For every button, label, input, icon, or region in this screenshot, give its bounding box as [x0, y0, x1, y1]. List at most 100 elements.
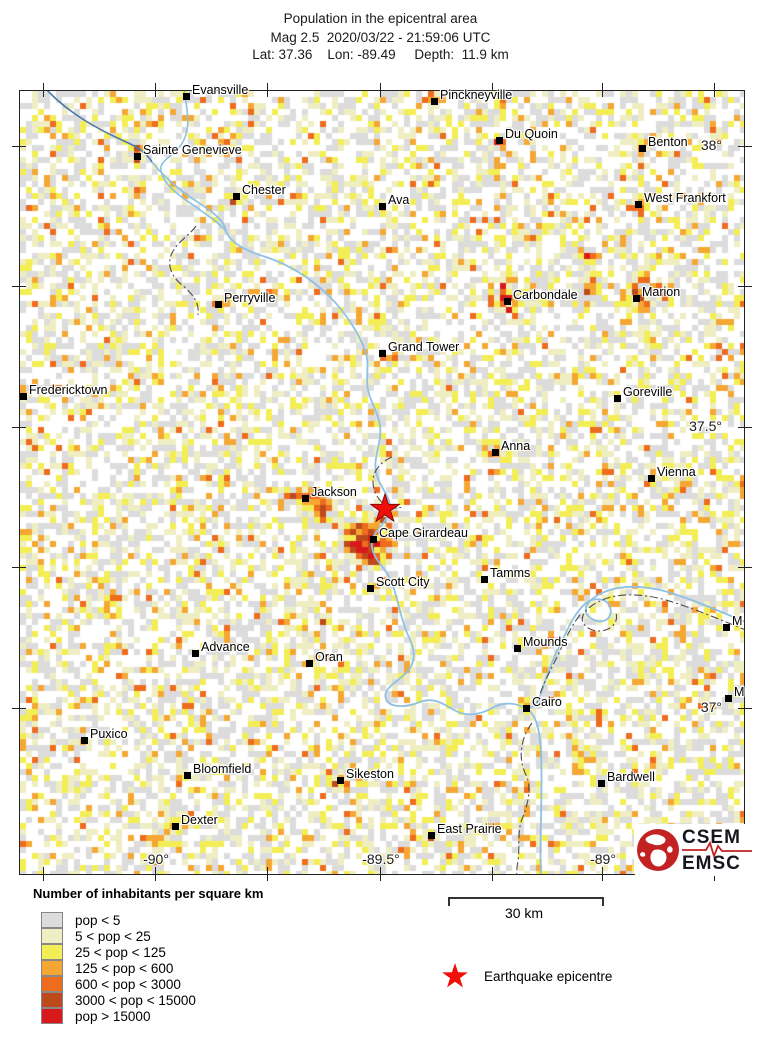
city-label: Bloomfield [193, 762, 252, 776]
city-marker [523, 705, 530, 712]
city-label: Scott City [376, 575, 430, 589]
legend-swatch [41, 912, 63, 928]
city-label: Goreville [623, 385, 673, 399]
legend-entry: pop < 5 [41, 912, 196, 928]
legend-entry: 5 < pop < 25 [41, 928, 196, 944]
legend-swatch [41, 944, 63, 960]
city-marker [598, 780, 605, 787]
legend-swatch [41, 1008, 63, 1024]
city-label: Vienna [657, 465, 696, 479]
ohio-river [526, 585, 744, 710]
axis-tick [738, 146, 752, 147]
city-label: Bardwell [607, 770, 655, 784]
city-marker [134, 153, 141, 160]
axis-tick [492, 83, 493, 97]
city-marker [20, 393, 27, 400]
city-marker [233, 193, 240, 200]
city-label: Cape Girardeau [379, 526, 468, 540]
city-label: Oran [315, 650, 343, 664]
city-label: Marion [642, 285, 681, 299]
logo-globe-icon [637, 829, 752, 871]
page-title: Population in the epicentral area [283, 11, 478, 26]
city-label: Mounds [523, 635, 568, 649]
axis-tick [738, 286, 752, 287]
city-label: Sainte Genevieve [143, 143, 242, 157]
longitude-label: -89.5° [362, 851, 400, 867]
city-marker [192, 650, 199, 657]
legend-label: 125 < pop < 600 [75, 960, 174, 976]
city-marker [492, 449, 499, 456]
epicenter-star-icon [369, 493, 401, 523]
latitude-label: 37.5° [689, 418, 722, 434]
city-marker [639, 145, 646, 152]
city-marker [306, 660, 313, 667]
rivers-layer [46, 91, 744, 874]
city-label: Benton [648, 135, 688, 149]
legend-label: pop < 5 [75, 912, 121, 928]
city-marker [723, 624, 730, 631]
axis-tick [12, 286, 26, 287]
city-label: East Prairie [437, 822, 502, 836]
axis-tick [602, 83, 603, 97]
legend-swatch [41, 960, 63, 976]
city-marker [379, 350, 386, 357]
city-label: West Frankfort [644, 191, 726, 205]
axis-tick [492, 867, 493, 881]
axis-tick [155, 867, 156, 881]
scale-bar [448, 897, 604, 906]
city-label: Tamms [490, 566, 531, 580]
logo-seismogram-icon [682, 840, 752, 859]
city-label: Pinckneyville [440, 88, 513, 102]
event-magnitude-line: Mag 2.5 2020/03/22 - 21:59:06 UTC [270, 30, 491, 45]
epicenter-legend-label: Earthquake epicentre [484, 969, 613, 984]
axis-tick [380, 83, 381, 97]
axis-tick [12, 567, 26, 568]
axis-tick [267, 867, 268, 881]
city-marker [215, 301, 222, 308]
city-marker [302, 495, 309, 502]
logo-csem-text: CSEM [682, 827, 741, 848]
city-label: Grand Tower [388, 340, 460, 354]
legend-label: 25 < pop < 125 [75, 944, 166, 960]
epicenter-legend: Earthquake epicentre [440, 962, 612, 991]
scale-bar-label: 30 km [504, 905, 544, 921]
city-label: Perryville [224, 291, 276, 305]
city-marker [337, 777, 344, 784]
axis-tick [738, 427, 752, 428]
legend-entry: 25 < pop < 125 [41, 944, 196, 960]
axis-tick [267, 83, 268, 97]
city-label: M [734, 685, 745, 699]
city-marker [725, 695, 732, 702]
city-marker [635, 201, 642, 208]
state-boundaries [169, 225, 744, 874]
city-marker [183, 93, 190, 100]
city-marker [514, 645, 521, 652]
city-label: Jackson [311, 485, 357, 499]
legend-swatch [41, 992, 63, 1008]
city-label: Dexter [181, 813, 218, 827]
city-marker [184, 772, 191, 779]
city-label: Advance [201, 640, 250, 654]
city-marker [648, 475, 655, 482]
population-heatmap [20, 91, 744, 874]
city-marker [431, 98, 438, 105]
city-label: Du Quoin [505, 127, 558, 141]
legend-entry: pop > 15000 [41, 1008, 196, 1024]
latitude-label: 38° [700, 137, 722, 153]
axis-tick [714, 83, 715, 97]
legend-entry: 600 < pop < 3000 [41, 976, 196, 992]
city-label: Anna [501, 439, 531, 453]
legend-label: pop > 15000 [75, 1008, 151, 1024]
legend-swatch [41, 928, 63, 944]
axis-tick [12, 146, 26, 147]
legend-entry: 125 < pop < 600 [41, 960, 196, 976]
upper-mississippi-river [46, 91, 153, 163]
legend-swatch [41, 976, 63, 992]
axis-tick [738, 708, 752, 709]
axis-tick [155, 83, 156, 97]
epicenter-legend-star-icon [442, 963, 468, 988]
legend-label: 5 < pop < 25 [75, 928, 151, 944]
city-marker [172, 823, 179, 830]
city-label: Sikeston [346, 767, 394, 781]
